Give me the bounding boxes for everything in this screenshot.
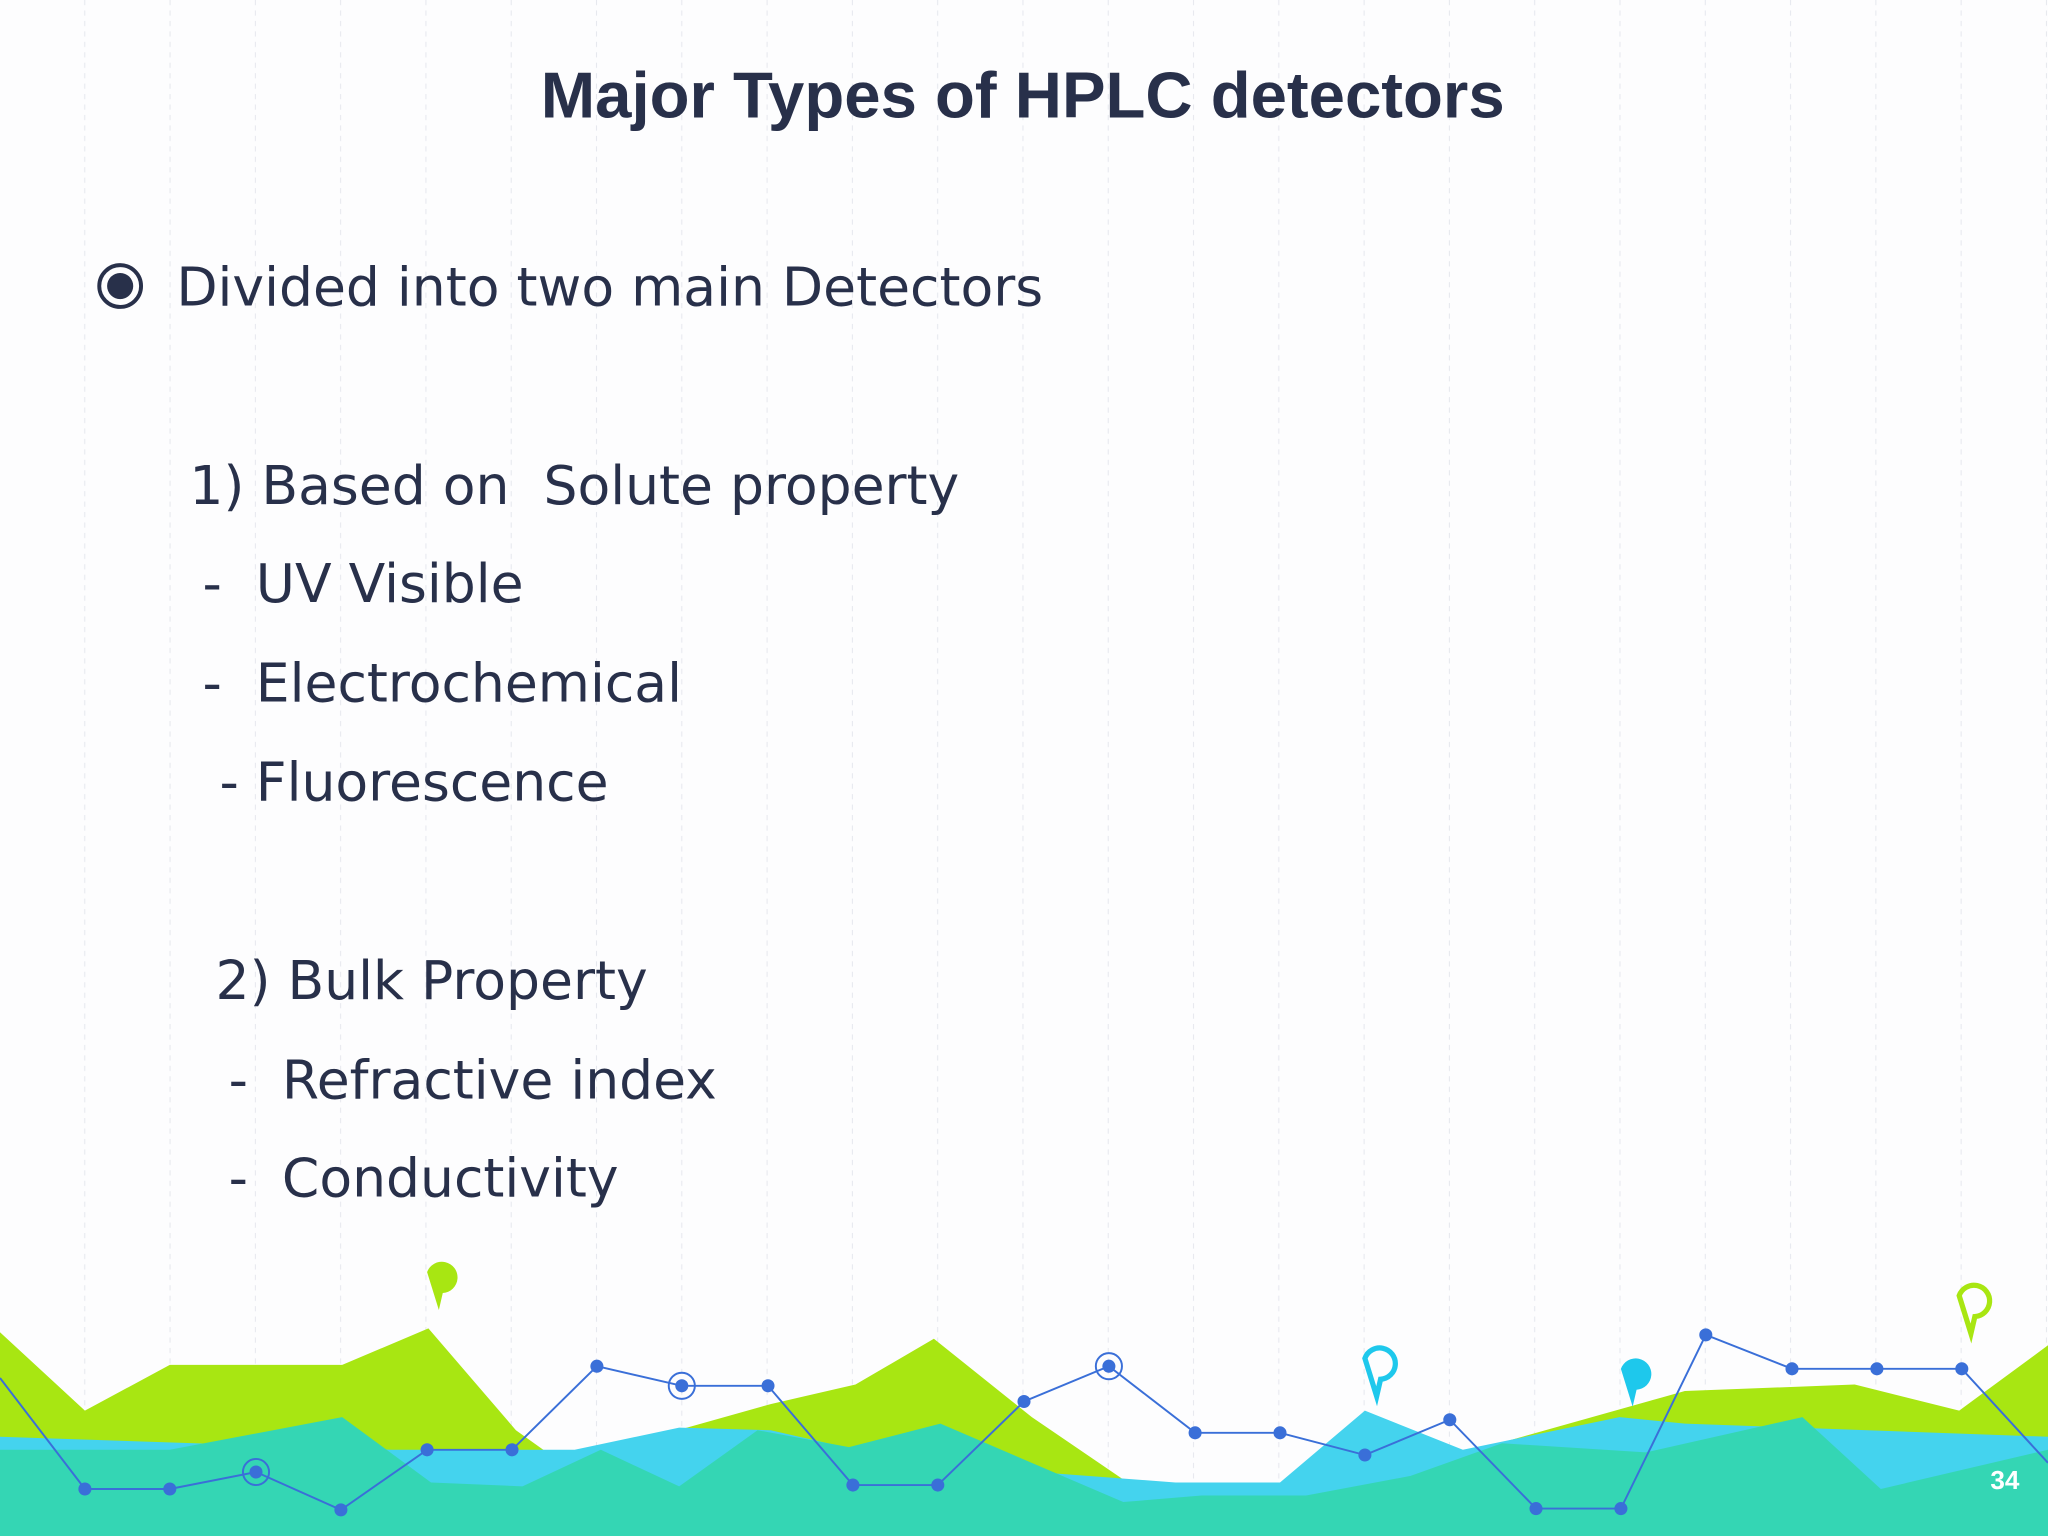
bullet-dot [107, 272, 134, 300]
network-dots [78, 1328, 1969, 1517]
network-rings [241, 1352, 1123, 1487]
group-heading: 2) Bulk Property [216, 949, 648, 1012]
group-item: - UV Visible [202, 552, 523, 615]
group-item: - Refractive index [229, 1048, 717, 1111]
group-heading: 1) Based on Solute property [189, 454, 959, 517]
bullet-ring [97, 263, 144, 309]
pin [1362, 1345, 1398, 1407]
group-item: - Conductivity [229, 1146, 619, 1209]
pin [427, 1261, 458, 1311]
group-item: - Electrochemical [202, 651, 682, 714]
slide-title: Major Types of HPLC detectors [541, 59, 1505, 132]
footer-decoration [0, 1261, 2048, 1536]
page-number: 34 [1990, 1465, 2020, 1495]
pin [1620, 1358, 1652, 1407]
bullet-text: Divided into two main Detectors [176, 256, 1043, 319]
group-item: - Fluorescence [202, 751, 608, 814]
pin [1956, 1282, 1993, 1344]
